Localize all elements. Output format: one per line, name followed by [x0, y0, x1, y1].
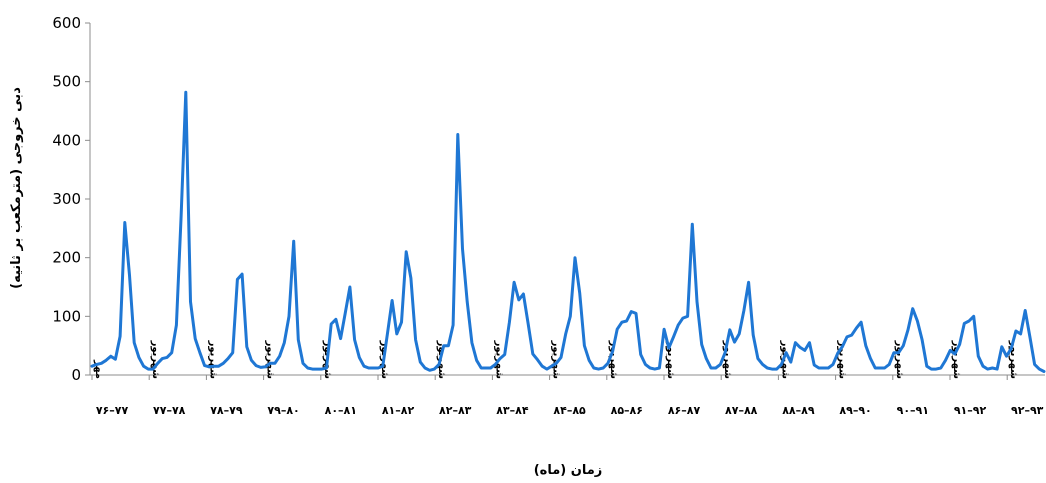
- year-label: ۹۲–۹۳: [1011, 404, 1044, 417]
- year-label: ۸۷–۸۸: [725, 404, 758, 417]
- x-tick-label: شهریور: [150, 340, 161, 380]
- x-tick-label: شهریور: [894, 340, 905, 380]
- y-tick-label: 200: [52, 249, 81, 267]
- x-tick-label: شهریور: [837, 340, 848, 380]
- y-axis: 0 100 200 300 400 500 600: [52, 14, 91, 384]
- discharge-line: [90, 90, 1046, 373]
- year-label: ۸۹–۹۰: [839, 404, 871, 417]
- y-tick-label: 0: [71, 366, 81, 384]
- year-label: ۷۶–۷۷: [96, 404, 129, 417]
- year-label: ۸۸–۸۹: [782, 404, 815, 417]
- year-label: ۸۰–۸۱: [325, 404, 357, 417]
- year-label: ۷۹–۸۰: [267, 404, 299, 417]
- y-tick-label: 300: [52, 190, 81, 208]
- x-axis-title: زمان (ماه): [534, 463, 603, 478]
- x-axis: مهر ۷۶–۷۷ شهریور ۷۷–۷۸ شهریور ۷۸–۷۹ شهریور ۷۹–۸…: [90, 340, 1045, 417]
- x-tick-label: شهریور: [608, 340, 619, 380]
- year-label: ۸۴–۸۵: [553, 404, 586, 417]
- x-tick-label: شهریور: [551, 340, 562, 380]
- y-tick-label: 600: [52, 14, 81, 32]
- y-tick-label: 500: [52, 73, 81, 91]
- x-tick-label: شهریور: [1008, 340, 1019, 380]
- y-tick-label: 400: [52, 131, 81, 149]
- x-tick-label: مهر: [93, 359, 104, 379]
- x-tick-label: شهریور: [265, 340, 276, 380]
- year-label: ۹۱–۹۲: [954, 404, 987, 417]
- x-tick-label: شهریور: [207, 340, 218, 380]
- x-tick-label: شهریور: [722, 340, 733, 380]
- year-label: ۷۷–۷۸: [153, 404, 186, 417]
- y-axis-title: دبی خروجی (مترمکعب بر ثانیه): [9, 87, 24, 289]
- x-tick-label: شهریور: [665, 340, 676, 380]
- x-tick-label: شهریور: [951, 340, 962, 380]
- discharge-series: [90, 90, 1046, 373]
- year-label: ۸۲–۸۳: [439, 404, 472, 417]
- year-label: ۷۸–۷۹: [210, 404, 243, 417]
- year-label: ۸۵–۸۶: [611, 404, 643, 417]
- year-label: ۹۰–۹۱: [897, 404, 929, 417]
- y-tick-label: 100: [52, 307, 81, 325]
- year-label: ۸۱–۸۲: [382, 404, 415, 417]
- year-label: ۸۶–۸۷: [668, 404, 701, 417]
- year-label: ۸۳–۸۴: [496, 404, 529, 417]
